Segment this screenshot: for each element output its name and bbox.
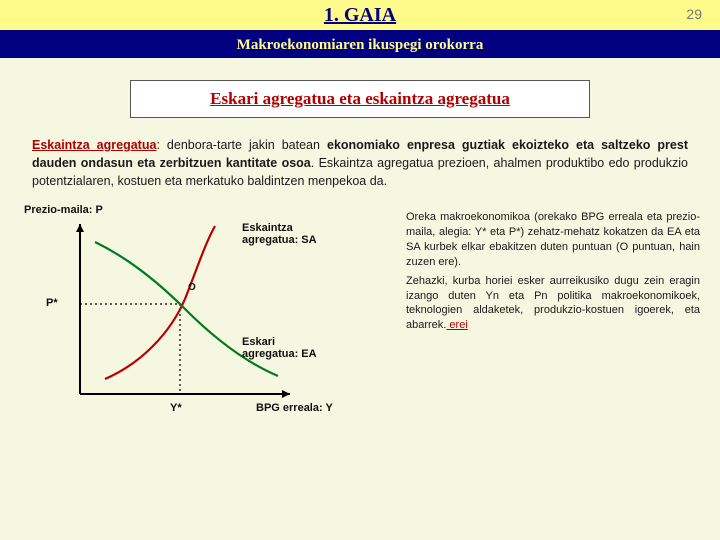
definition-term: Eskaintza agregatua (32, 138, 156, 152)
section-heading: Eskari agregatua eta eskaintza agregatua (210, 89, 510, 108)
chart-container: Prezio-maila: P Eskaintza agregatua: SA … (20, 204, 390, 434)
x-axis-label: BPG erreala: Y (256, 402, 333, 414)
definition-paragraph: Eskaintza agregatua: denbora-tarte jakin… (32, 136, 688, 190)
page-title: 1. GAIA (324, 4, 396, 27)
sa-curve-label: Eskaintza agregatua: SA (242, 222, 317, 246)
p-star-label: P* (46, 297, 58, 309)
side-text: Oreka makroekonomikoa (orekako BPG errea… (406, 204, 700, 434)
side-paragraph-1: Oreka makroekonomikoa (orekako BPG errea… (406, 210, 700, 269)
section-heading-box: Eskari agregatua eta eskaintza agregatua (130, 80, 590, 118)
subtitle: Makroekonomiaren ikuspegi orokorra (237, 37, 484, 54)
side-paragraph-2: Zehazki, kurba horiei esker aurreikusiko… (406, 274, 700, 333)
ea-curve-label: Eskari agregatua: EA (242, 336, 317, 360)
subtitle-bar: Makroekonomiaren ikuspegi orokorra (0, 32, 720, 58)
content-row: Prezio-maila: P Eskaintza agregatua: SA … (20, 204, 700, 434)
supply-demand-chart (20, 204, 390, 434)
side-link[interactable]: erei (446, 319, 467, 331)
y-star-label: Y* (170, 402, 182, 414)
page-number: 29 (686, 6, 702, 22)
y-axis-label: Prezio-maila: P (24, 204, 103, 216)
o-point-label: O (188, 282, 196, 293)
title-bar: 1. GAIA 29 (0, 0, 720, 32)
definition-body1: : denbora-tarte jakin batean (156, 138, 327, 152)
